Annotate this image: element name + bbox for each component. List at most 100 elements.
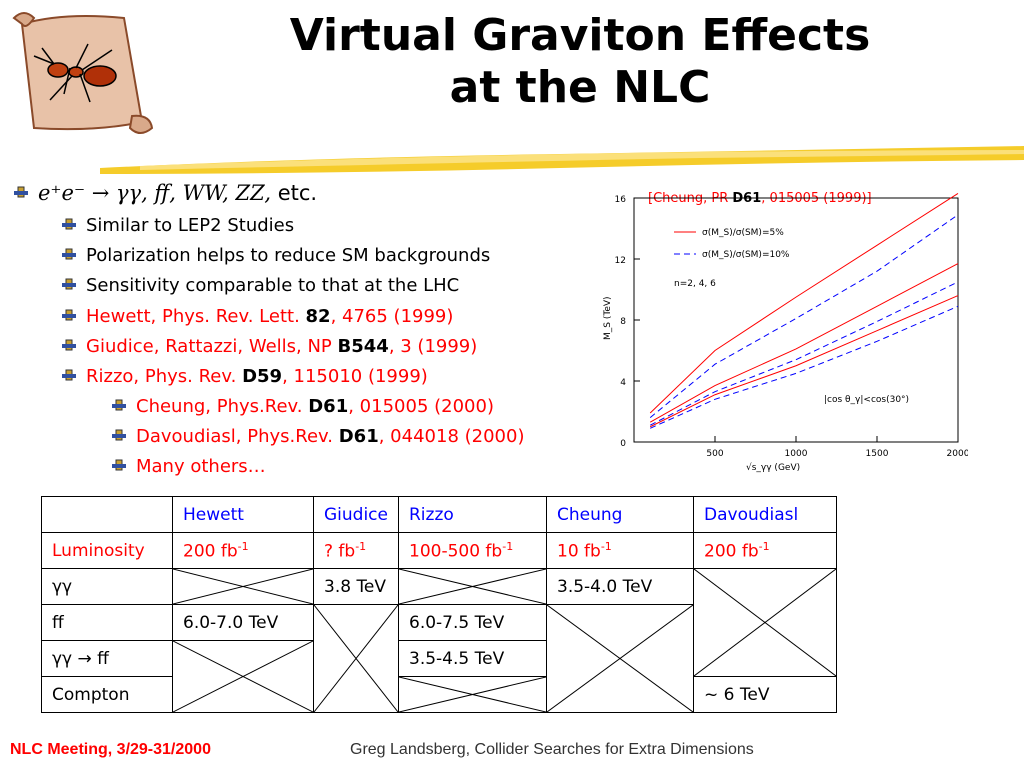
ref-text: Hewett, Phys. Rev. Lett. [86,306,306,327]
series-line [649,214,959,418]
legend-label: σ(M_S)/σ(SM)=5% [702,228,784,238]
empty-x-cell [172,640,314,713]
header-davoudiasl: Davoudiasl [693,496,837,533]
ref-text: Cheung, Phys.Rev. [136,396,309,417]
ref-text: Giudice, Rattazzi, Wells, NP [86,336,338,357]
y-tick-label: 4 [620,378,626,388]
lum-cell: 10 fb-1 [546,532,694,569]
header-rizzo: Rizzo [398,496,547,533]
y-axis-label: M_S (TeV) [603,296,613,340]
ref-volume: 82 [305,306,331,327]
bullet-marker-icon [112,399,126,411]
main-bullet: e⁺e⁻ → γγ, ff, WW, ZZ, etc. [14,180,317,206]
bullet-marker-icon [14,186,28,198]
sub-item-text: Sensitivity comparable to that at the LH… [86,275,460,296]
header-hewett: Hewett [172,496,314,533]
sub-item: Sensitivity comparable to that at the LH… [62,275,459,297]
bullet-marker-icon [62,369,76,381]
bullet-marker-icon [62,339,76,351]
graviton-mass-chart: [Cheung, PR D61, 015005 (1999)] 04812165… [603,191,968,473]
x-tick-label: 2000 [947,449,968,459]
plot-area: 0 4 8 12 16 500 1000 1500 2000 √s_γγ (GeV) M_S (Te… [603,193,968,473]
ref-text: Davoudiasl, Phys.Rev. [136,426,339,447]
table-row: Compton ~ 6 TeV [41,676,837,713]
row-label-ff: ff [41,604,173,641]
ref-text: , 015005 (2000) [348,396,494,417]
reference-item: Davoudiasl, Phys.Rev. D61, 044018 (2000) [112,426,524,448]
table-row: Luminosity 200 fb-1 ? fb-1 100-500 fb-1 … [41,532,837,569]
empty-x-cell [398,568,547,605]
lum-cell: 200 fb-1 [172,532,314,569]
hewett-ff-value: 6.0-7.0 TeV [172,604,314,641]
reference-item: Hewett, Phys. Rev. Lett. 82, 4765 (1999) [62,306,453,328]
empty-x-cell [172,568,314,605]
reference-item: Giudice, Rattazzi, Wells, NP B544, 3 (19… [62,336,477,358]
bullet-marker-icon [62,278,76,290]
lum-cell: 200 fb-1 [693,532,837,569]
row-label-gg: γγ [41,568,173,605]
row-label-compton: Compton [41,676,173,713]
ref-text: , 115010 (1999) [282,366,428,387]
ref-text: , 3 (1999) [388,336,478,357]
giudice-gg-value: 3.8 TeV [313,568,399,605]
bullet-marker-icon [112,459,126,471]
etc-text: etc. [277,181,318,205]
series-line [649,281,959,426]
x-tick-label: 500 [706,449,723,459]
ref-text: , 4765 (1999) [330,306,454,327]
bullet-marker-icon [112,429,126,441]
table-header-row: Hewett Giudice Rizzo Cheung Davoudiasl [41,496,837,533]
sub-item-text: Similar to LEP2 Studies [86,215,295,236]
table-row: ff 6.0-7.0 TeV 6.0-7.5 TeV [41,604,837,713]
sub-item-text: Polarization helps to reduce SM backgrou… [86,245,491,266]
y-tick-label: 12 [615,256,626,266]
footer-meeting: NLC Meeting, 3/29-31/2000 [10,741,211,758]
lum-cell: ? fb-1 [313,532,399,569]
ant-scroll-logo [12,12,154,134]
table-row: γγ → ff 3.5-4.5 TeV [41,640,837,713]
ref-volume: B544 [337,336,389,357]
reference-item: Cheung, Phys.Rev. D61, 015005 (2000) [112,396,494,418]
process-list: e⁺e⁻ → γγ, ff, WW, ZZ, [38,181,271,205]
empty-x-cell [693,568,837,677]
series-line [649,295,959,428]
ref-text: , 044018 (2000) [378,426,525,447]
series-line [649,263,959,423]
legend-label: σ(M_S)/σ(SM)=10% [702,250,790,260]
table-row: γγ 3.8 TeV 3.5-4.0 TeV [41,568,837,677]
davoudiasl-compton-value: ~ 6 TeV [693,676,837,713]
ref-text: Many others… [136,456,266,477]
ref-volume: D61 [308,396,349,417]
bullet-marker-icon [62,218,76,230]
title-underline-swoosh [100,146,1024,174]
ant-icon [33,43,117,103]
row-label-luminosity: Luminosity [41,532,173,569]
title-line-2: at the NLC [449,62,711,113]
sub-item: Similar to LEP2 Studies [62,215,294,237]
empty-x-cell [546,604,694,713]
header-giudice: Giudice [313,496,399,533]
header-corner [41,496,173,533]
chart-annotation: n=2, 4, 6 [674,279,716,289]
footer-author: Greg Landsberg, Collider Searches for Ex… [350,741,754,758]
y-tick-label: 8 [620,317,626,327]
header-cheung: Cheung [546,496,694,533]
series-line [649,305,959,429]
reference-item: Rizzo, Phys. Rev. D59, 115010 (1999) [62,366,428,388]
ref-volume: D61 [338,426,379,447]
rizzo-ff-value: 6.0-7.5 TeV [398,604,547,641]
chart-annotation: |cos θ_γ|<cos(30°) [824,395,909,405]
title-line-1: Virtual Graviton Effects [289,10,871,61]
ref-text: Rizzo, Phys. Rev. [86,366,243,387]
series-line [649,193,959,414]
plot-frame [633,197,959,443]
x-axis-label: √s_γγ (GeV) [746,462,800,473]
empty-x-cell [398,676,547,713]
ref-volume: D59 [242,366,283,387]
empty-x-cell [313,604,399,713]
sensitivity-table: Hewett Giudice Rizzo Cheung Davoudiasl L… [41,496,837,713]
reference-item: Many others… [112,456,266,478]
bullet-marker-icon [62,309,76,321]
row-label-gg-ff: γγ → ff [41,640,173,677]
lum-cell: 100-500 fb-1 [398,532,547,569]
